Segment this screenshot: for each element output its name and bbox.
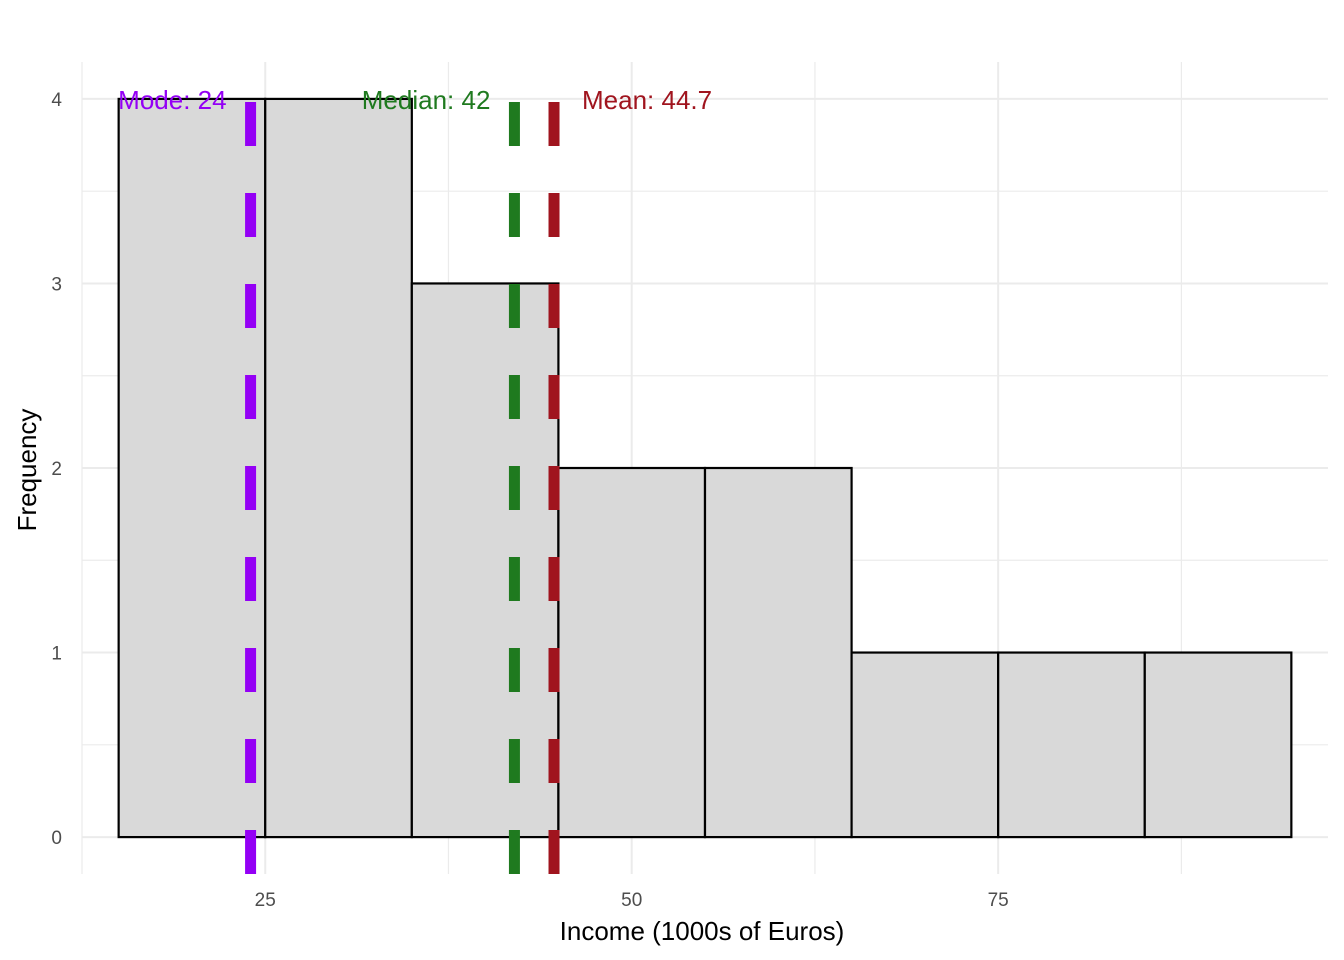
- x-axis-title: Income (1000s of Euros): [560, 916, 845, 946]
- reference-labels: Mode: 24 Median: 42 Mean: 44.7: [118, 85, 712, 115]
- y-tick-label: 3: [51, 274, 62, 295]
- y-axis-ticks: 0 1 2 3 4: [51, 90, 62, 849]
- histogram-bar-1: [117, 97, 267, 839]
- x-tick-label: 25: [255, 890, 276, 911]
- bars: [117, 97, 1293, 839]
- reference-lines: [245, 102, 560, 874]
- histogram-bar-4: [557, 466, 707, 839]
- histogram-bar-7: [997, 651, 1146, 839]
- x-axis-ticks: 25 50 75: [255, 890, 1009, 911]
- y-axis-title: Frequency: [12, 409, 42, 532]
- y-tick-label: 0: [51, 828, 62, 849]
- x-tick-label: 50: [621, 890, 642, 911]
- y-tick-label: 4: [51, 90, 62, 111]
- median-label: Median: 42: [362, 85, 491, 115]
- y-tick-label: 1: [51, 644, 62, 665]
- histogram-bar-8: [1143, 651, 1293, 839]
- histogram-bar-3: [410, 282, 560, 839]
- histogram-bar-6: [850, 651, 1000, 839]
- y-tick-label: 2: [51, 459, 62, 480]
- histogram-bar-2: [264, 97, 413, 839]
- histogram-bar-5: [703, 466, 853, 839]
- x-tick-label: 75: [988, 890, 1009, 911]
- mode-label: Mode: 24: [118, 85, 226, 115]
- mean-label: Mean: 44.7: [582, 85, 712, 115]
